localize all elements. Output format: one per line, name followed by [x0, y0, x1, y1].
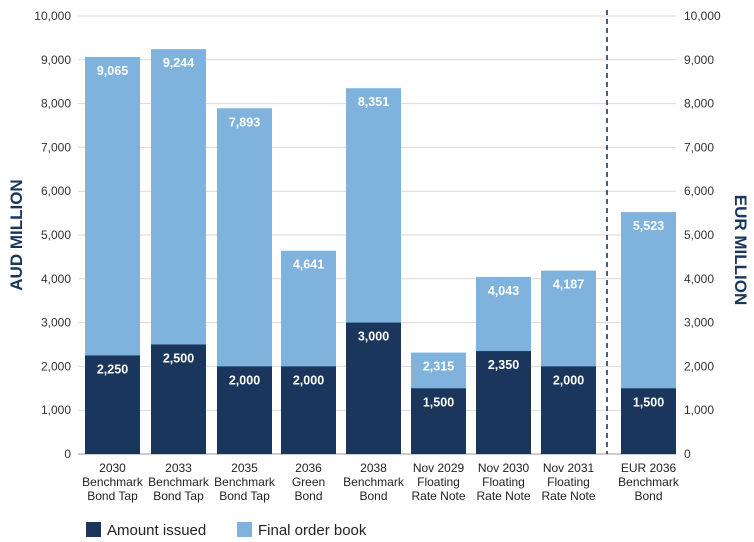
data-label-final-order-book: 4,187 [553, 278, 584, 292]
x-category-label: 2030 [99, 461, 126, 475]
data-label-amount-issued: 1,500 [633, 395, 664, 409]
data-label-final-order-book: 8,351 [358, 95, 389, 109]
data-label-final-order-book: 2,315 [423, 360, 454, 374]
data-label-amount-issued: 2,000 [229, 373, 260, 387]
x-category-label: 2035 [231, 461, 258, 475]
y2-tick-label: 7,000 [684, 140, 714, 154]
y-tick-label: 2,000 [41, 359, 71, 373]
y2-tick-label: 2,000 [684, 359, 714, 373]
y-tick-label: 5,000 [41, 228, 71, 242]
y2-tick-label: 4,000 [684, 272, 714, 286]
data-label-amount-issued: 2,000 [293, 373, 324, 387]
bar-amount-issued [85, 355, 140, 454]
x-category-label: Rate Note [541, 489, 595, 503]
x-category-label: 2036 [295, 461, 322, 475]
left-axis-ticks: 0 1,000 2,000 3,000 4,000 5,000 6,000 7,000 8,00… [34, 9, 71, 461]
y2-tick-label: 1,000 [684, 403, 714, 417]
bar-amount-issued [151, 344, 206, 454]
x-category-label: Benchmark [618, 475, 680, 489]
x-category-label: Bond Tap [87, 489, 138, 503]
x-category-label: Bond [294, 489, 322, 503]
x-category-label: 2038 [360, 461, 387, 475]
bars: 9,065 2,250 9,244 2,500 7,893 2,000 4,641 2,000… [85, 49, 676, 455]
y-tick-label: 10,000 [34, 9, 71, 23]
bar-amount-issued [621, 388, 676, 454]
x-category-label: EUR 2036 [621, 461, 677, 475]
data-label-final-order-book: 4,043 [488, 284, 519, 298]
x-category-label: Rate Note [411, 489, 465, 503]
x-category-label: Benchmark [343, 475, 405, 489]
data-label-amount-issued: 2,000 [553, 373, 584, 387]
bar-amount-issued [411, 388, 466, 454]
y2-tick-label: 0 [684, 447, 691, 461]
y-tick-label: 0 [64, 447, 71, 461]
data-label-final-order-book: 4,641 [293, 258, 324, 272]
x-category-label: Bond [634, 489, 662, 503]
bar-amount-issued [541, 366, 596, 454]
x-category-label: Nov 2029 [413, 461, 465, 475]
y-tick-label: 8,000 [41, 97, 71, 111]
y-tick-label: 4,000 [41, 272, 71, 286]
y2-tick-label: 3,000 [684, 316, 714, 330]
x-category-label: Nov 2030 [478, 461, 530, 475]
y2-tick-label: 5,000 [684, 228, 714, 242]
legend-label-final-order-book: Final order book [258, 522, 367, 539]
data-label-amount-issued: 2,350 [488, 358, 519, 372]
x-category-label: Benchmark [148, 475, 210, 489]
legend-swatch-final-order-book [237, 522, 252, 537]
y-tick-label: 1,000 [41, 403, 71, 417]
y2-tick-label: 10,000 [684, 9, 721, 23]
x-category-label: Benchmark [82, 475, 144, 489]
data-label-amount-issued: 2,500 [163, 352, 194, 366]
x-category-label: Bond Tap [219, 489, 270, 503]
y2-tick-label: 9,000 [684, 53, 714, 67]
y2-tick-label: 8,000 [684, 97, 714, 111]
data-label-amount-issued: 2,250 [97, 362, 128, 376]
bar-amount-issued [476, 351, 531, 454]
left-axis-title: AUD MILLION [7, 179, 26, 290]
y-tick-label: 6,000 [41, 184, 71, 198]
bar-amount-issued [281, 366, 336, 454]
y-tick-label: 3,000 [41, 316, 71, 330]
x-category-label: Benchmark [214, 475, 276, 489]
right-axis-ticks: 0 1,000 2,000 3,000 4,000 5,000 6,000 7,000 8,00… [684, 9, 721, 461]
x-category-label: Bond [359, 489, 387, 503]
data-label-final-order-book: 7,893 [229, 115, 260, 129]
y-tick-label: 9,000 [41, 53, 71, 67]
y-tick-label: 7,000 [41, 140, 71, 154]
x-category-label: Floating [482, 475, 525, 489]
data-label-final-order-book: 9,244 [163, 56, 194, 70]
legend-label-amount-issued: Amount issued [107, 522, 206, 539]
right-axis-title: EUR MILLION [731, 195, 750, 306]
x-category-label: Green [292, 475, 325, 489]
data-label-final-order-book: 9,065 [97, 64, 128, 78]
legend-swatch-amount-issued [86, 522, 101, 537]
data-label-final-order-book: 5,523 [633, 219, 664, 233]
x-category-label: Floating [547, 475, 590, 489]
data-label-amount-issued: 3,000 [358, 330, 389, 344]
x-category-label: Rate Note [476, 489, 530, 503]
bar-amount-issued [217, 366, 272, 454]
x-category-label: Nov 2031 [543, 461, 595, 475]
bar-amount-issued [346, 322, 401, 454]
legend: Amount issued Final order book [86, 522, 367, 539]
data-label-amount-issued: 1,500 [423, 395, 454, 409]
x-category-label: Floating [417, 475, 460, 489]
x-category-label: 2033 [165, 461, 192, 475]
y2-tick-label: 6,000 [684, 184, 714, 198]
x-category-label: Bond Tap [153, 489, 204, 503]
